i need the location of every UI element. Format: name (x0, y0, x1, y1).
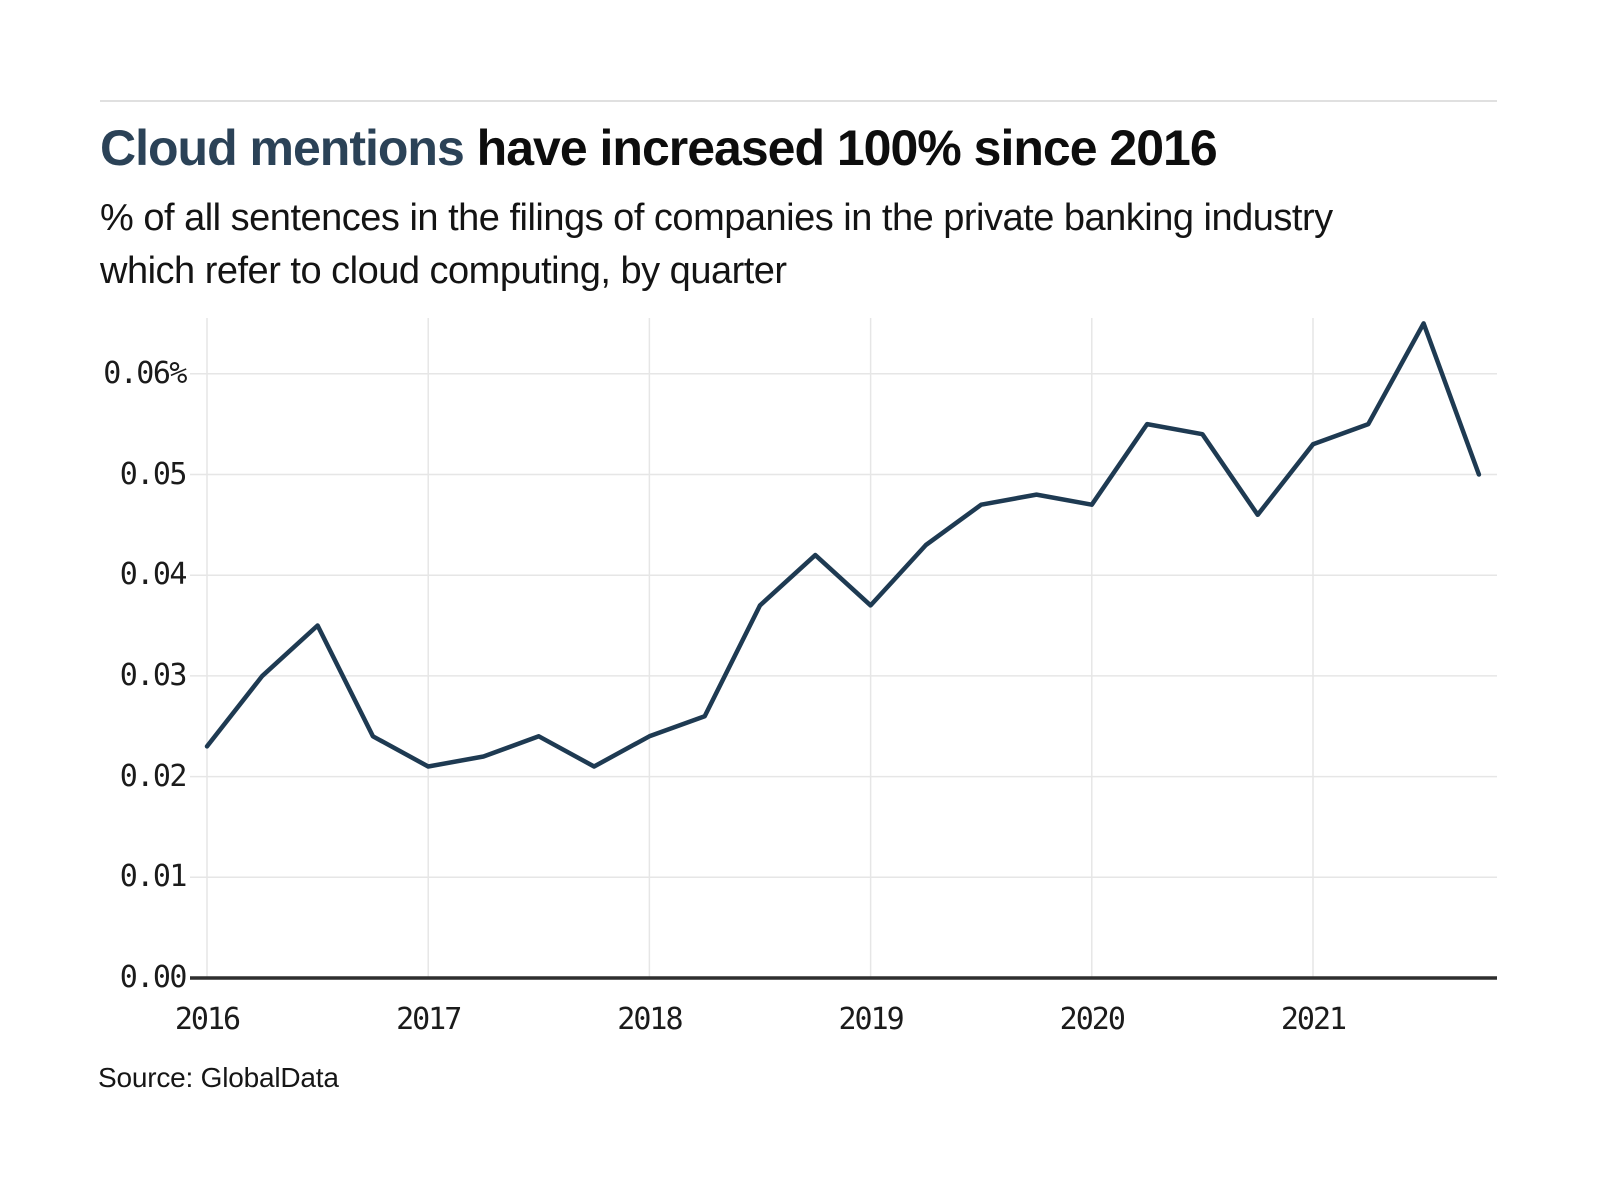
y-tick-label-0.04: 0.04 (119, 557, 188, 593)
y-tick-label-0.06%: 0.06% (103, 355, 187, 391)
cloud-mentions-series-line (204, 321, 1482, 769)
chart-subtitle-line2: which refer to cloud computing, by quart… (100, 250, 787, 292)
chart-title-rest: have increased 100% since 2016 (463, 120, 1218, 176)
y-tick-label-0.02: 0.02 (119, 758, 188, 794)
x-tick-label-2017: 2017 (396, 1002, 462, 1037)
top-divider (100, 100, 1497, 102)
line-chart-plot-area (190, 318, 1497, 980)
chart-title-highlight: Cloud mentions (100, 120, 465, 176)
y-tick-label-0.03: 0.03 (119, 657, 188, 693)
x-tick-label-2016: 2016 (174, 1002, 241, 1037)
y-tick-label-0.05: 0.05 (119, 456, 188, 492)
source-note: Source: GlobalData (98, 1062, 339, 1093)
chart-subtitle: % of all sentences in the filings of com… (100, 192, 1333, 298)
y-tick-label-0.01: 0.01 (119, 859, 188, 895)
chart-title: Cloud mentions have increased 100% since… (100, 118, 1218, 178)
x-tick-label-2020: 2020 (1059, 1002, 1126, 1037)
x-tick-label-2018: 2018 (617, 1002, 683, 1037)
chart-subtitle-line1: % of all sentences in the filings of com… (100, 197, 1333, 239)
y-tick-label-0.00: 0.00 (119, 960, 188, 995)
x-tick-label-2019: 2019 (838, 1002, 904, 1037)
x-tick-label-2021: 2021 (1280, 1002, 1347, 1037)
